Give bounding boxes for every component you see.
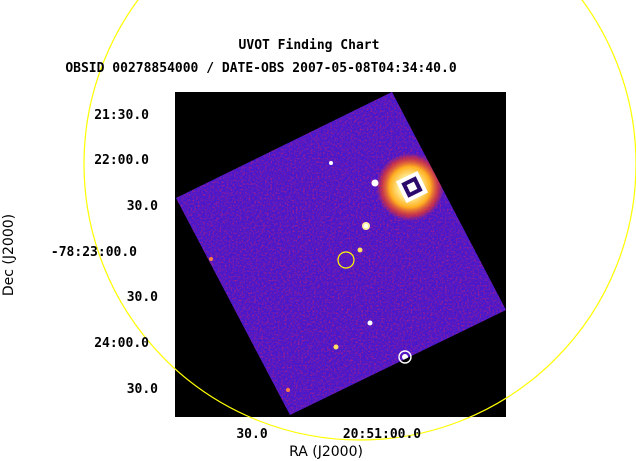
y-tick-label: 21:30.0 xyxy=(94,108,149,123)
y-tick-label: 30.0 xyxy=(127,382,158,397)
x-axis-label: RA (J2000) xyxy=(289,444,363,460)
y-tick-label: 22:00.0 xyxy=(94,153,149,168)
x-tick-label: 30.0 xyxy=(236,427,267,442)
bright-source xyxy=(376,153,444,221)
y-tick-labels: 21:30.0 22:00.0 30.0 -78:23:00.0 30.0 24… xyxy=(51,108,158,397)
field-stars xyxy=(209,118,408,392)
chart-title: UVOT Finding Chart xyxy=(239,38,380,53)
error-circle xyxy=(83,0,636,441)
source-circle xyxy=(398,350,412,364)
chart-subtitle: OBSID 00278854000 / DATE-OBS 2007-05-08T… xyxy=(65,61,457,76)
target-circle xyxy=(337,251,355,269)
y-tick-label: 30.0 xyxy=(127,199,158,214)
x-tick-labels: 30.0 20:51:00.0 xyxy=(236,427,421,442)
x-tick-label: 20:51:00.0 xyxy=(343,427,421,442)
y-tick-label: 30.0 xyxy=(127,290,158,305)
y-axis-label: Dec (J2000) xyxy=(1,214,17,296)
y-tick-label: -78:23:00.0 xyxy=(51,245,137,260)
y-tick-label: 24:00.0 xyxy=(94,336,149,351)
